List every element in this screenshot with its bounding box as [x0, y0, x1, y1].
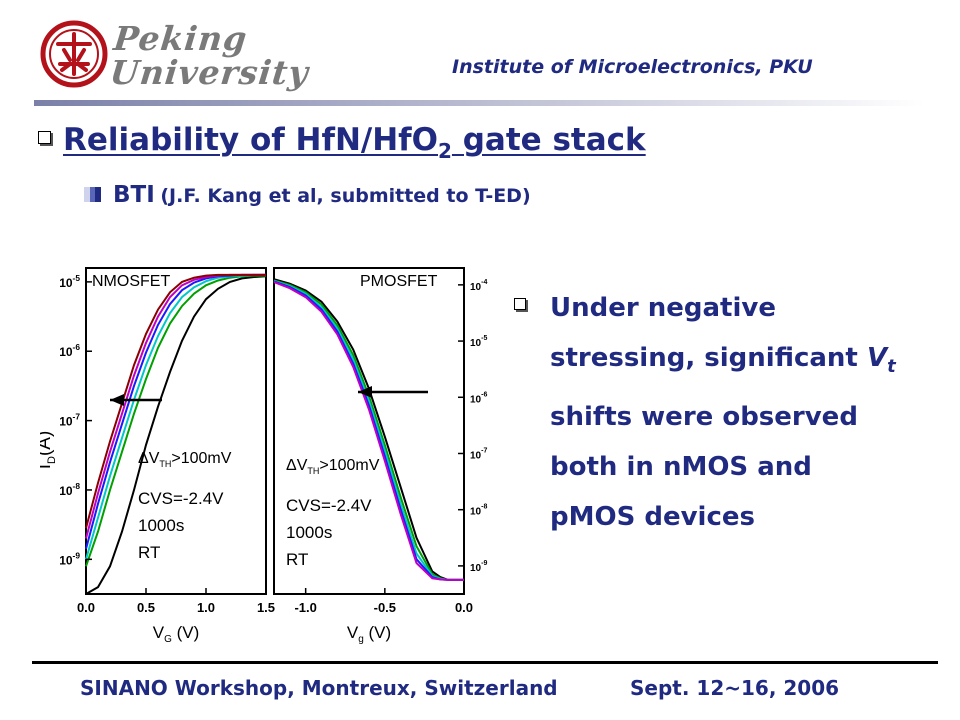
bullet-line-3: shifts were observed	[550, 402, 858, 433]
bti-transfer-curves: 0.0 0.5 1.0 1.5 10-9 10-8 10-7 10-6 10-5 NMOSFET Δ…	[40, 267, 487, 645]
x-tick-label: 1.5	[257, 600, 275, 615]
x-axis-label: VG (V)	[153, 623, 200, 645]
x-tick-label: 0.5	[137, 600, 155, 615]
footer-date: Sept. 12~16, 2006	[630, 676, 840, 700]
stress-time: 1000s	[286, 523, 332, 542]
y-tick-label: 10-7	[470, 447, 487, 461]
checkbox-bullet-icon	[514, 298, 526, 310]
plot-frame	[273, 267, 465, 595]
y-tick-label: 10-9	[59, 550, 80, 567]
title-subscript: 2	[438, 139, 452, 163]
vth-shift-annotation: ΔVTH>100mV	[286, 457, 380, 476]
bullet-line-1: Under negative	[550, 293, 776, 323]
university-name-logo: Peking University	[108, 19, 314, 92]
pmosfet-panel: -1.0 -0.5 0.0 10-9 10-8 10-7 10-6 10-5 10-4 PMOSF…	[273, 267, 487, 645]
nmosfet-panel: 0.0 0.5 1.0 1.5 10-9 10-8 10-7 10-6 10-5 NMOSFET Δ…	[40, 267, 275, 645]
panel-label: NMOSFET	[92, 273, 170, 290]
subtitle-reference: (J.F. Kang et al, submitted to T-ED)	[160, 185, 531, 207]
x-tick-label: -0.5	[374, 600, 396, 615]
vt-symbol: V	[866, 343, 888, 373]
subtitle: BTI (J.F. Kang et al, submitted to T-ED)	[84, 182, 531, 208]
data-series-line	[85, 273, 266, 529]
data-series-line	[273, 281, 464, 581]
stress-time: 1000s	[138, 516, 184, 535]
checkbox-bullet-icon	[38, 131, 51, 144]
bullet-line-5: pMOS devices	[550, 502, 755, 533]
data-series-line	[85, 274, 266, 567]
x-tick-label: 1.0	[197, 600, 215, 615]
vt-subscript: t	[887, 356, 896, 378]
shift-arrow-head	[358, 386, 372, 398]
panel-label: PMOSFET	[360, 273, 438, 290]
y-tick-label: 10-4	[470, 279, 487, 293]
logo-line-1: Peking	[111, 19, 250, 58]
university-seal-logo	[40, 20, 108, 88]
y-axis-label: ID(A)	[40, 431, 58, 470]
bullet-line-2-text: stressing, significant	[550, 343, 858, 373]
y-tick-label: 10-9	[470, 560, 487, 574]
bullet-point: Under negative stressing, significant Vt…	[514, 283, 934, 542]
logo-line-2: University	[108, 53, 311, 92]
temperature-label: RT	[138, 543, 160, 562]
y-tick-label: 10-5	[59, 273, 80, 290]
y-tick-label: 10-7	[59, 412, 80, 429]
y-tick-label: 10-6	[470, 391, 487, 405]
y-tick-label: 10-5	[470, 335, 487, 349]
data-series-line	[273, 278, 464, 581]
y-tick-label: 10-8	[470, 504, 487, 518]
institute-name: Institute of Microelectronics, PKU	[452, 56, 813, 78]
bullet-line-2: stressing, significant Vt	[550, 333, 934, 392]
shift-arrow-head	[110, 394, 124, 406]
x-tick-label: -1.0	[294, 600, 316, 615]
title-main: Reliability of HfN/HfO	[63, 122, 439, 158]
temperature-label: RT	[286, 550, 308, 569]
header-divider	[34, 100, 924, 106]
x-tick-label: 0.0	[455, 600, 473, 615]
title-text: Reliability of HfN/HfO2 gate stack	[63, 122, 646, 163]
footer-event: SINANO Workshop, Montreux, Switzerland	[80, 676, 558, 700]
vth-shift-annotation: ΔVTH>100mV	[138, 450, 232, 469]
slide-title: Reliability of HfN/HfO2 gate stack	[38, 122, 646, 163]
square-bullet-icon	[84, 187, 101, 202]
stress-condition: CVS=-2.4V	[286, 496, 372, 515]
bullet-line-4: both in nMOS and	[550, 452, 812, 483]
plot-frame	[85, 267, 267, 595]
subtitle-label: BTI	[113, 182, 155, 208]
stress-condition: CVS=-2.4V	[138, 489, 224, 508]
y-tick-label: 10-6	[59, 342, 80, 359]
footer-divider	[32, 661, 938, 664]
title-suffix: gate stack	[451, 122, 646, 158]
y-tick-label: 10-8	[59, 481, 80, 498]
data-series-line	[85, 275, 267, 595]
x-tick-label: 0.0	[77, 600, 95, 615]
x-axis-label: Vg (V)	[347, 623, 391, 645]
